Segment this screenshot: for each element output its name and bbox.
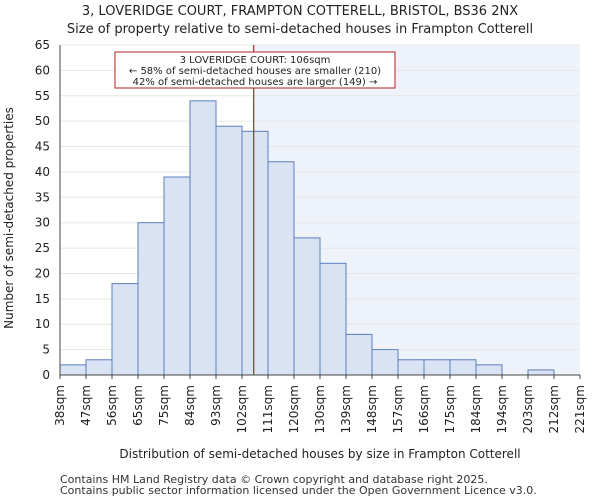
x-tick-label: 148sqm (365, 385, 379, 433)
y-tick-label: 25 (35, 241, 50, 255)
x-tick-label: 194sqm (495, 385, 509, 433)
histogram-bar (111, 283, 139, 376)
x-tick-label: 47sqm (79, 385, 93, 426)
x-tick-label: 84sqm (183, 385, 197, 426)
histogram-bar (397, 359, 425, 376)
annotation-line-3: 42% of semi-detached houses are larger (… (133, 77, 378, 88)
histogram-bar (345, 333, 373, 376)
footer-line1: Contains HM Land Registry data © Crown c… (60, 473, 488, 486)
histogram-bar (267, 161, 295, 376)
x-tick-label: 184sqm (469, 385, 483, 433)
annotation-line-2: ← 58% of semi-detached houses are smalle… (129, 66, 381, 77)
y-tick-label: 0 (42, 368, 50, 382)
histogram-bar (241, 130, 269, 376)
x-tick-label: 111sqm (261, 385, 275, 433)
histogram-bar (189, 100, 217, 376)
y-tick-label: 60 (35, 63, 50, 77)
histogram-bar (449, 359, 477, 376)
x-tick-label: 166sqm (417, 385, 431, 433)
y-tick-label: 40 (35, 165, 50, 179)
histogram-bar (59, 364, 87, 376)
y-tick-label: 35 (35, 190, 50, 204)
annotation-box (114, 51, 396, 89)
x-tick-label: 93sqm (209, 385, 223, 426)
histogram-bar (319, 262, 347, 376)
y-tick-label: 5 (42, 343, 50, 357)
y-tick-label: 65 (35, 38, 50, 52)
histogram-bar (293, 237, 321, 376)
y-axis-label: Number of semi-detached properties (2, 107, 16, 329)
y-tick-label: 45 (35, 140, 50, 154)
y-tick-label: 30 (35, 216, 50, 230)
histogram-bar (85, 359, 113, 376)
y-tick-label: 15 (35, 292, 50, 306)
x-tick-label: 203sqm (521, 385, 535, 433)
histogram-bar (215, 125, 243, 376)
x-axis-label: Distribution of semi-detached houses by … (119, 447, 520, 461)
y-tick-label: 50 (35, 114, 50, 128)
histogram-bar (475, 364, 503, 376)
x-tick-label: 221sqm (573, 385, 587, 433)
y-tick-label: 20 (35, 266, 50, 280)
chart-title-line2: Size of property relative to semi-detach… (67, 22, 533, 37)
x-tick-label: 120sqm (287, 385, 301, 433)
footer-line2: Contains public sector information licen… (60, 484, 537, 497)
x-tick-label: 56sqm (105, 385, 119, 426)
histogram-bar (163, 176, 191, 376)
x-tick-label: 102sqm (235, 385, 249, 433)
histogram-bar (371, 349, 399, 376)
y-tick-label: 55 (35, 89, 50, 103)
x-tick-label: 130sqm (313, 385, 327, 433)
x-tick-label: 38sqm (53, 385, 67, 426)
histogram-bar (423, 359, 451, 376)
x-tick-label: 75sqm (157, 385, 171, 426)
histogram-bar (527, 369, 555, 376)
x-tick-label: 157sqm (391, 385, 405, 433)
x-tick-label: 175sqm (443, 385, 457, 433)
y-tick-label: 10 (35, 317, 50, 331)
histogram-bar (137, 222, 165, 376)
annotation-line-1: 3 LOVERIDGE COURT: 106sqm (180, 55, 331, 66)
x-tick-label: 65sqm (131, 385, 145, 426)
x-tick-label: 212sqm (547, 385, 561, 433)
chart-title-line1: 3, LOVERIDGE COURT, FRAMPTON COTTERELL, … (82, 4, 518, 19)
x-tick-label: 139sqm (339, 385, 353, 433)
